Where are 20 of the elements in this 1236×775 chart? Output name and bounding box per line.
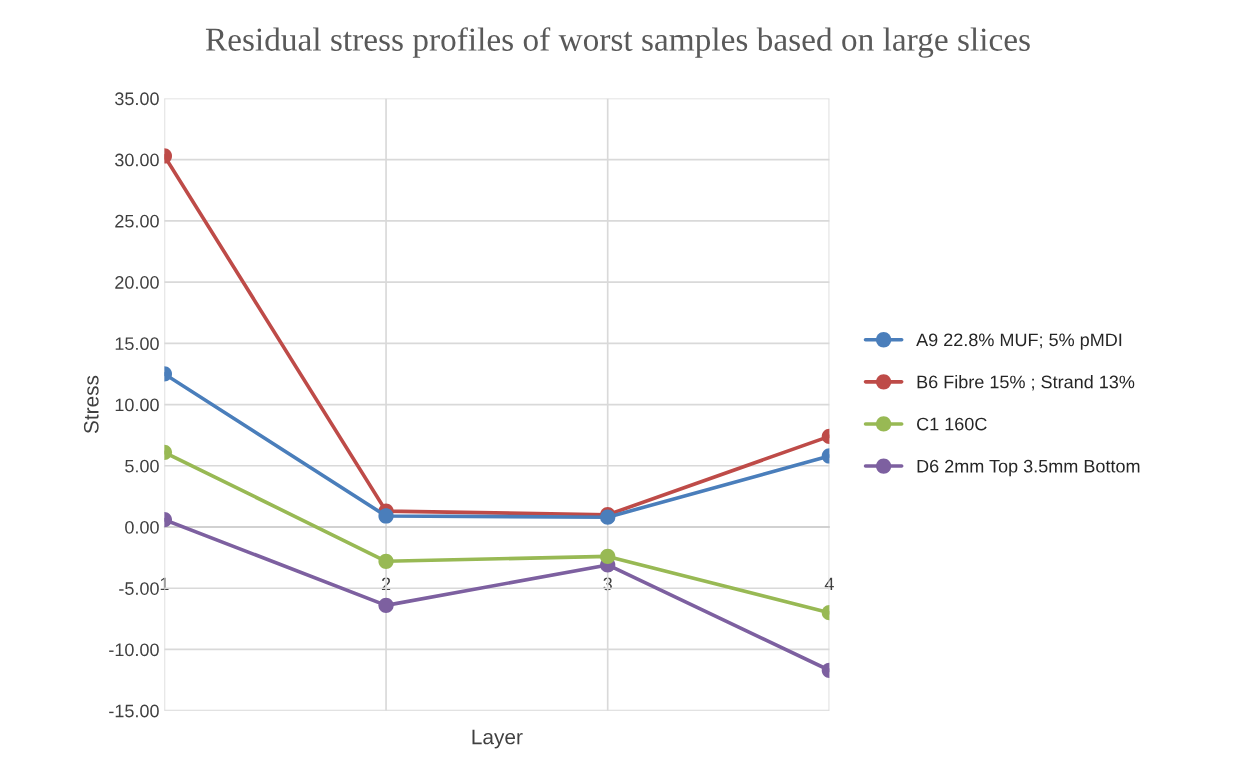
y-tick-label: 20.00 [115,276,159,289]
legend-label: C1 160C [917,417,987,431]
chart-title: Residual stress profiles of worst samples based on large slices [205,27,1030,58]
x-tick-label: 1 [160,577,169,591]
x-tick-label: 4 [824,577,834,591]
y-tick-label: -15.00 [109,704,159,718]
y-tick-label: 0.00 [125,520,159,534]
y-axis-title: Stress [83,375,99,434]
y-tick-label: 35.00 [115,92,159,106]
legend-label: A9 22.8% MUF; 5% pMDI [916,333,1122,350]
legend-label: B6 Fibre 15% ; Strand 13% [917,375,1135,391]
x-axis-title: Layer [472,729,523,749]
y-tick-label: -5.00 [119,582,159,595]
y-tick-label: 10.00 [115,398,159,412]
y-tick-label: 30.00 [115,153,159,167]
y-tick-label: 15.00 [115,337,159,351]
y-tick-label: 25.00 [115,214,159,228]
y-tick-label: -10.00 [109,643,159,657]
y-tick-label: 5.00 [125,459,159,473]
legend-label: D6 2mm Top 3.5mm Bottom [917,459,1140,477]
